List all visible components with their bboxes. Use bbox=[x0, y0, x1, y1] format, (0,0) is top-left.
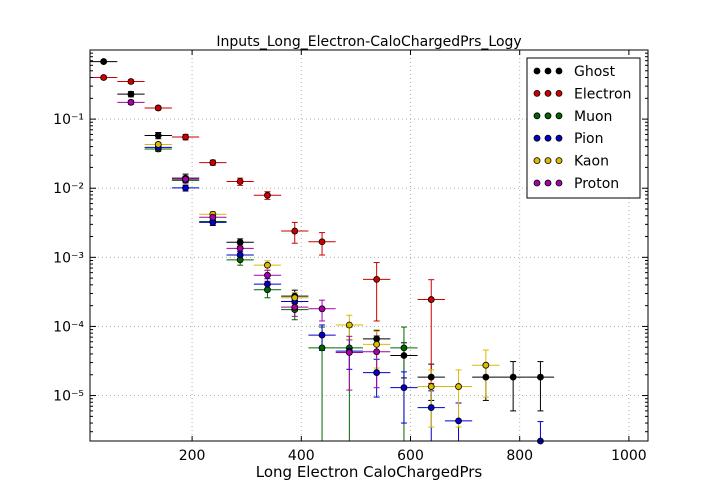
ghost-point bbox=[154, 132, 162, 139]
pion-point bbox=[427, 404, 435, 411]
ghost-point bbox=[236, 238, 244, 246]
kaon-point bbox=[482, 361, 490, 369]
data-points bbox=[100, 58, 544, 445]
x-tick-label: 800 bbox=[506, 448, 533, 464]
legend: Ghost Electron Muon Pion Kaon Proton bbox=[526, 57, 641, 199]
kaon-point bbox=[345, 321, 353, 329]
axis-ticks: 200 400 600 800 1000 10⁻⁵ 10⁻⁴ 10⁻³ 10⁻² 10⁻¹ bbox=[53, 50, 648, 464]
pion-point bbox=[455, 417, 462, 425]
ghost-point bbox=[482, 373, 490, 381]
x-tick-label: 1000 bbox=[611, 448, 647, 464]
legend-marker-pion bbox=[555, 134, 563, 142]
legend-marker-electron bbox=[544, 90, 552, 97]
proton-point bbox=[318, 305, 326, 313]
electron-point bbox=[291, 227, 299, 235]
legend-marker-ghost bbox=[555, 67, 563, 75]
kaon-point bbox=[455, 383, 462, 390]
kaon-point bbox=[291, 294, 299, 302]
legend-label-ghost: Ghost bbox=[574, 64, 616, 80]
pion-point bbox=[264, 280, 271, 288]
y-tick-label: 10⁻⁴ bbox=[53, 319, 84, 335]
x-axis-label: Long Electron CaloChargedPrs bbox=[256, 463, 483, 481]
y-tick-label: 10⁻² bbox=[53, 181, 84, 197]
proton-point bbox=[236, 244, 244, 252]
legend-marker-pion bbox=[544, 134, 552, 142]
legend-marker-kaon bbox=[555, 157, 563, 165]
legend-marker-kaon bbox=[533, 157, 541, 165]
legend-marker-ghost bbox=[533, 67, 541, 75]
legend-marker-pion bbox=[533, 134, 541, 142]
proton-point bbox=[182, 175, 189, 183]
proton-point bbox=[264, 271, 271, 279]
legend-label-proton: Proton bbox=[574, 176, 619, 192]
electron-point bbox=[100, 74, 108, 81]
y-tick-label: 10⁻³ bbox=[53, 250, 84, 266]
kaon-point bbox=[264, 261, 271, 269]
electron-point bbox=[127, 78, 135, 85]
legend-box bbox=[526, 57, 641, 199]
electron-point bbox=[373, 275, 381, 283]
electron-point bbox=[236, 178, 244, 185]
legend-marker-proton bbox=[533, 179, 541, 187]
x-tick-label: 600 bbox=[397, 448, 424, 464]
y-tick-label: 10⁻¹ bbox=[53, 112, 84, 128]
muon-point bbox=[264, 286, 271, 294]
electron-point bbox=[264, 191, 271, 199]
kaon-point bbox=[154, 141, 162, 148]
legend-marker-proton bbox=[544, 179, 552, 187]
pion-point bbox=[182, 184, 189, 192]
legend-marker-electron bbox=[555, 90, 563, 97]
ghost-point bbox=[537, 373, 544, 381]
kaon-point bbox=[373, 340, 381, 348]
pion-point bbox=[373, 369, 381, 376]
legend-label-muon: Muon bbox=[574, 109, 612, 125]
legend-label-kaon: Kaon bbox=[574, 154, 609, 170]
legend-marker-muon bbox=[533, 112, 541, 120]
ghost-point bbox=[509, 373, 517, 381]
x-tick-label: 200 bbox=[179, 448, 206, 464]
muon-point bbox=[318, 344, 326, 352]
pion-point bbox=[318, 331, 326, 339]
legend-label-electron: Electron bbox=[574, 86, 631, 102]
muon-point bbox=[400, 344, 408, 352]
y-tick-label: 10⁻⁵ bbox=[53, 389, 84, 405]
electron-point bbox=[318, 238, 326, 246]
electron-point bbox=[209, 159, 217, 166]
legend-marker-proton bbox=[555, 179, 563, 187]
pion-point bbox=[400, 384, 408, 392]
proton-point bbox=[209, 213, 217, 221]
proton-point bbox=[291, 303, 299, 311]
ghost-point bbox=[100, 58, 108, 65]
x-tick-label: 400 bbox=[288, 448, 315, 464]
plot-frame bbox=[89, 49, 649, 442]
legend-marker-electron bbox=[533, 90, 541, 97]
ghost-point bbox=[127, 90, 135, 98]
legend-marker-muon bbox=[555, 112, 563, 120]
ghost-point bbox=[400, 352, 408, 359]
chart-title: Inputs_Long_Electron-CaloChargedPrs_Logy bbox=[216, 34, 521, 50]
legend-marker-ghost bbox=[544, 67, 552, 75]
electron-point bbox=[182, 133, 189, 141]
ghost-point bbox=[427, 373, 435, 381]
proton-point bbox=[127, 98, 135, 106]
legend-marker-muon bbox=[544, 112, 552, 120]
electron-point bbox=[427, 296, 435, 303]
legend-marker-kaon bbox=[544, 157, 552, 165]
proton-point bbox=[373, 348, 381, 356]
legend-label-pion: Pion bbox=[574, 131, 603, 147]
kaon-point bbox=[427, 383, 435, 390]
pion-point bbox=[236, 251, 244, 259]
proton-point bbox=[345, 349, 353, 356]
electron-point bbox=[154, 104, 162, 112]
